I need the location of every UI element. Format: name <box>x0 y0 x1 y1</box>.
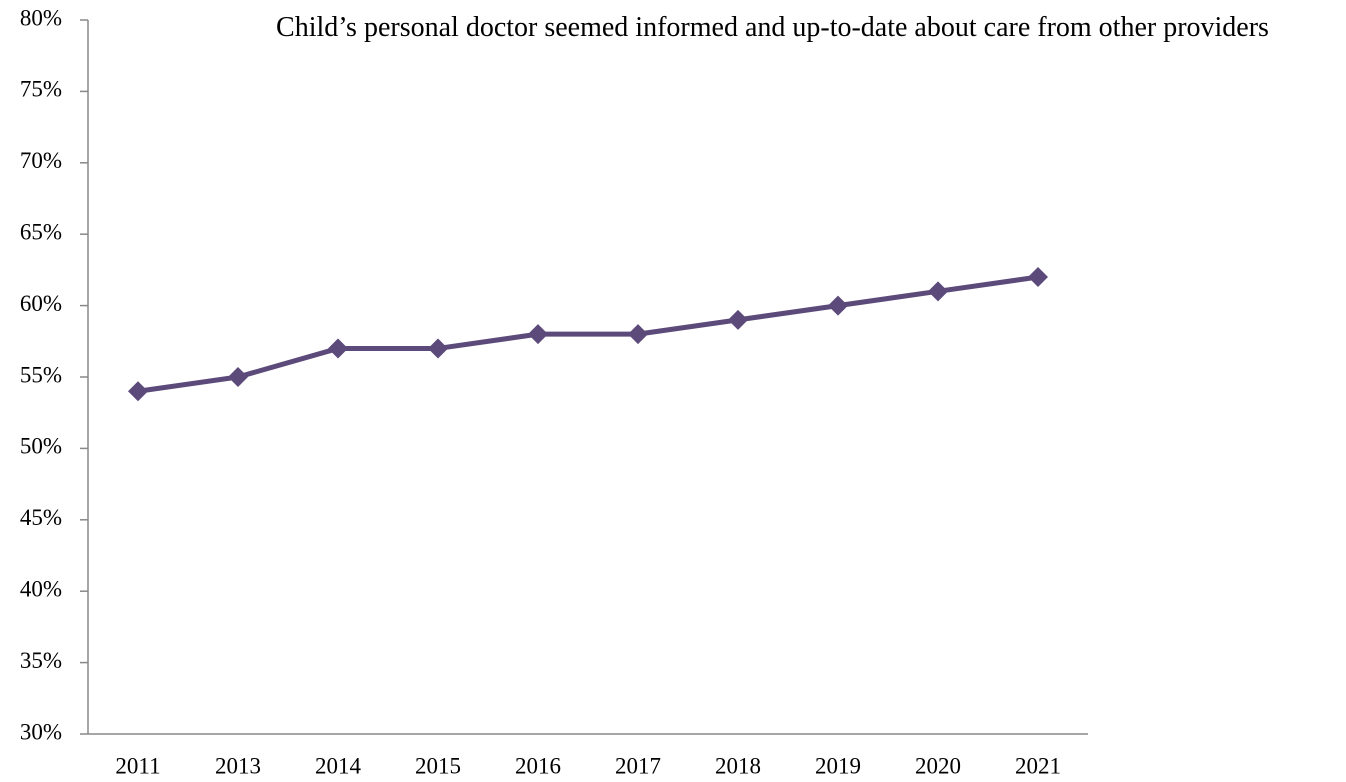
x-tick-label: 2011 <box>115 753 160 778</box>
y-tick-label: 50% <box>20 434 62 459</box>
x-tick-label: 2016 <box>515 753 561 778</box>
x-tick-label: 2017 <box>615 753 661 778</box>
y-tick-label: 65% <box>20 219 62 244</box>
marker <box>728 309 748 330</box>
marker <box>1028 267 1048 288</box>
x-tick-label: 2021 <box>1015 753 1061 778</box>
marker <box>928 281 948 302</box>
y-tick-label: 80% <box>20 5 62 30</box>
marker <box>528 324 548 345</box>
y-tick-label: 60% <box>20 291 62 316</box>
y-tick-label: 30% <box>20 719 62 744</box>
x-tick-label: 2019 <box>815 753 861 778</box>
x-tick-label: 2014 <box>315 753 362 778</box>
line <box>137 274 1039 394</box>
y-tick-label: 70% <box>20 148 62 173</box>
y-tick-label: 40% <box>20 576 62 601</box>
marker <box>128 381 148 402</box>
marker <box>228 367 248 387</box>
y-tick-label: 55% <box>20 362 62 387</box>
x-tick-label: 2018 <box>715 753 761 778</box>
y-tick-label: 45% <box>20 505 62 530</box>
y-tick-label: 35% <box>20 648 62 673</box>
marker <box>628 324 648 345</box>
chart-title: Child’s personal doctor seemed informed … <box>276 12 1269 43</box>
marker <box>828 295 848 316</box>
marker <box>328 338 348 359</box>
marker <box>428 338 448 359</box>
x-tick-label: 2013 <box>215 753 261 778</box>
x-tick-label: 2020 <box>915 753 961 778</box>
y-tick-label: 75% <box>20 77 62 102</box>
x-tick-label: 2015 <box>415 753 461 778</box>
